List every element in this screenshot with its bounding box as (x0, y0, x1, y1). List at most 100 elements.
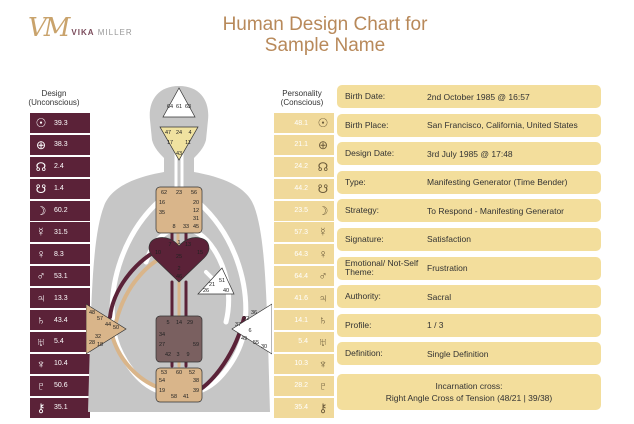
info-row: Definition: Single Definition (337, 342, 601, 366)
planet-glyph-icon: ☉ (317, 116, 329, 130)
gate-number: 22 (243, 316, 249, 322)
info-row: Design Date: 3rd July 1985 @ 17:48 (337, 142, 601, 166)
planet-glyph-icon: ☊ (35, 159, 47, 174)
gate-line-value: 13.3 (54, 294, 68, 302)
info-row: Birth Date: 2nd October 1985 @ 16:57 (337, 85, 601, 108)
gate-number: 58 (171, 394, 177, 400)
gate-number: 16 (159, 200, 165, 206)
planet-glyph-icon: ♅ (318, 334, 328, 349)
gate-number: 55 (253, 340, 259, 346)
gate-number: 61 (176, 104, 182, 110)
gate-number: 60 (176, 370, 182, 376)
personality-planet-row: 5.4 ♅ (274, 331, 334, 352)
gate-line-value: 35.1 (54, 404, 68, 412)
gate-line-value: 44.2 (294, 185, 308, 193)
gate-line-value: 24.2 (294, 163, 308, 171)
channel-design (170, 280, 188, 319)
gate-number: 20 (193, 200, 199, 206)
gate-number: 6 (248, 328, 251, 334)
personality-planet-row: 23.5 ☽ (274, 200, 334, 221)
info-label: Type: (345, 176, 366, 187)
planet-glyph-icon: ♅ (36, 334, 46, 349)
info-value: Single Definition (427, 348, 489, 359)
gate-number: 39 (193, 388, 199, 394)
gate-number: 10 (155, 250, 161, 256)
gate-number: 51 (219, 278, 225, 284)
design-planet-row: ⊕ 38.3 (30, 134, 90, 155)
personality-column: 48.1 ☉ 21.1 ⊕ 24.2 ☊ 44.2 ☋ 23.5 ☽ 57.3 ☿ 64.3 ♀ 64.4 ♂… (274, 113, 334, 419)
design-planet-row: ☉ 39.3 (30, 113, 90, 133)
gate-number: 62 (161, 190, 167, 196)
gate-number: 64 (167, 104, 173, 110)
planet-glyph-icon: ☋ (35, 181, 47, 196)
info-row: Emotional/ Not-Self Theme: Frustration (337, 256, 601, 280)
gate-number: 21 (209, 282, 215, 288)
planet-glyph-icon: ♀ (36, 247, 46, 262)
page-title: Human Design Chart for Sample Name (222, 14, 428, 56)
gate-line-value: 23.5 (294, 207, 308, 215)
gate-number: 41 (183, 394, 189, 400)
gate-line-value: 48.1 (294, 119, 308, 127)
spleen-center (86, 303, 127, 355)
design-planet-row: ♀ 8.3 (30, 244, 90, 265)
design-planet-row: ♇ 50.6 (30, 375, 90, 396)
info-row: Strategy: To Respond - Manifesting Genera… (337, 199, 601, 223)
gate-number: 54 (159, 378, 165, 384)
gate-number: 5 (166, 320, 169, 326)
gate-line-value: 1.4 (54, 185, 64, 193)
gate-line-value: 60.2 (54, 207, 68, 215)
gate-number: 50 (113, 325, 119, 331)
info-row: Authority: Sacral (337, 285, 601, 309)
gate-number: 17 (167, 140, 173, 146)
gate-line-value: 5.4 (298, 338, 308, 346)
info-value: 3rd July 1985 @ 17:48 (427, 148, 513, 159)
info-label: Authority: (345, 291, 381, 302)
gate-number: 33 (183, 224, 189, 230)
head-center (162, 87, 196, 118)
gate-number: 27 (159, 342, 165, 348)
gate-line-value: 2.4 (54, 163, 64, 171)
gate-number: 38 (193, 378, 199, 384)
planet-glyph-icon: ☽ (317, 203, 329, 218)
personality-header: Personality (Conscious) (280, 89, 324, 107)
design-planet-row: ⚷ 35.1 (30, 397, 90, 418)
gate-number: 13 (185, 242, 191, 248)
gate-number: 24 (176, 130, 182, 136)
info-value: Sacral (427, 291, 452, 302)
gate-number: 30 (261, 344, 267, 350)
info-label: Emotional/ Not-Self Theme: (345, 258, 419, 278)
gate-line-value: 43.4 (54, 316, 68, 324)
planet-glyph-icon: ♂ (318, 269, 328, 284)
gate-line-value: 53.1 (54, 272, 68, 280)
info-label: Design Date: (345, 148, 395, 159)
info-value: 2nd October 1985 @ 16:57 (427, 91, 530, 102)
planet-glyph-icon: ☊ (317, 159, 329, 174)
gate-number: 8 (172, 224, 175, 230)
gate-number: 18 (97, 342, 103, 348)
planet-glyph-icon: ♇ (318, 378, 328, 393)
planet-glyph-icon: ♄ (318, 313, 328, 328)
gate-line-value: 64.4 (294, 272, 308, 280)
gate-number: 15 (197, 250, 203, 256)
design-header: Design (Unconscious) (28, 89, 80, 107)
personality-planet-row: 64.3 ♀ (274, 244, 334, 265)
info-row: Signature: Satisfaction (337, 227, 601, 251)
gate-line-value: 50.6 (54, 382, 68, 390)
info-label: Definition: (345, 348, 383, 359)
gate-number: 63 (185, 104, 191, 110)
design-planet-row: ♃ 13.3 (30, 288, 90, 309)
ego-center (197, 267, 235, 295)
gate-number: 11 (185, 140, 191, 146)
planet-glyph-icon: ♆ (318, 356, 328, 371)
personality-planet-row: 35.4 ⚷ (274, 397, 334, 418)
gate-number: 14 (176, 320, 182, 326)
gate-number: 26 (203, 288, 209, 294)
gate-number: 57 (97, 316, 103, 322)
gate-line-value: 5.4 (54, 338, 64, 346)
design-column: ☉ 39.3 ⊕ 38.3 ☊ 2.4 ☋ 1.4 ☽ 60.2 ☿ 31.5 ♀ 8.3 ♂ 53.1 ♃ 13… (30, 113, 90, 419)
gate-number: 56 (191, 190, 197, 196)
solar-plexus-center (231, 303, 272, 355)
gate-number: 7 (168, 242, 171, 248)
planet-glyph-icon: ☿ (36, 225, 46, 240)
